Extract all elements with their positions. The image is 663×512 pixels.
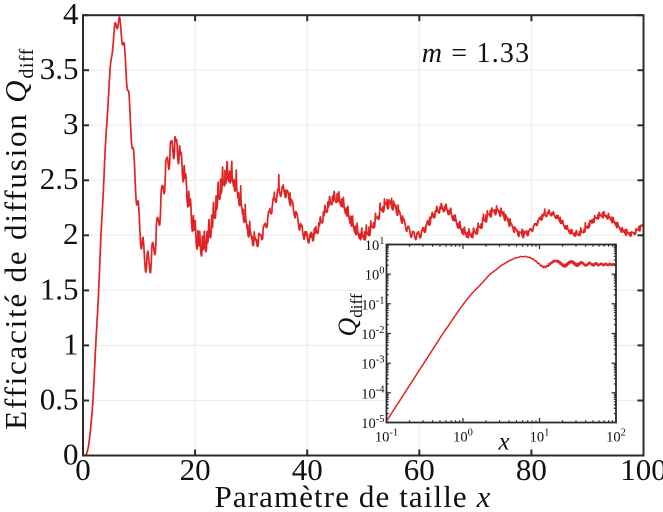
svg-text:x: x (497, 429, 509, 456)
svg-text:20: 20 (180, 452, 211, 487)
svg-text:0: 0 (63, 436, 79, 471)
svg-text:4: 4 (63, 0, 79, 31)
svg-text:80: 80 (516, 452, 547, 487)
svg-text:2.5: 2.5 (40, 161, 79, 196)
svg-text:3.5: 3.5 (40, 51, 79, 86)
svg-text:40: 40 (292, 452, 323, 487)
svg-text:Efficacité de diffusion Qdiff: Efficacité de diffusion Qdiff (0, 48, 38, 430)
svg-text:m = 1.33: m = 1.33 (422, 38, 531, 69)
svg-text:2: 2 (63, 216, 79, 251)
svg-text:1.5: 1.5 (40, 271, 79, 306)
svg-text:0: 0 (75, 452, 91, 487)
svg-text:3: 3 (63, 106, 79, 141)
svg-text:Paramètre de taille x: Paramètre de taille x (215, 479, 492, 512)
svg-text:1: 1 (63, 326, 79, 361)
svg-text:100: 100 (620, 452, 663, 487)
svg-text:Qdiff: Qdiff (333, 293, 366, 336)
svg-text:60: 60 (404, 452, 435, 487)
svg-text:0.5: 0.5 (40, 381, 79, 416)
